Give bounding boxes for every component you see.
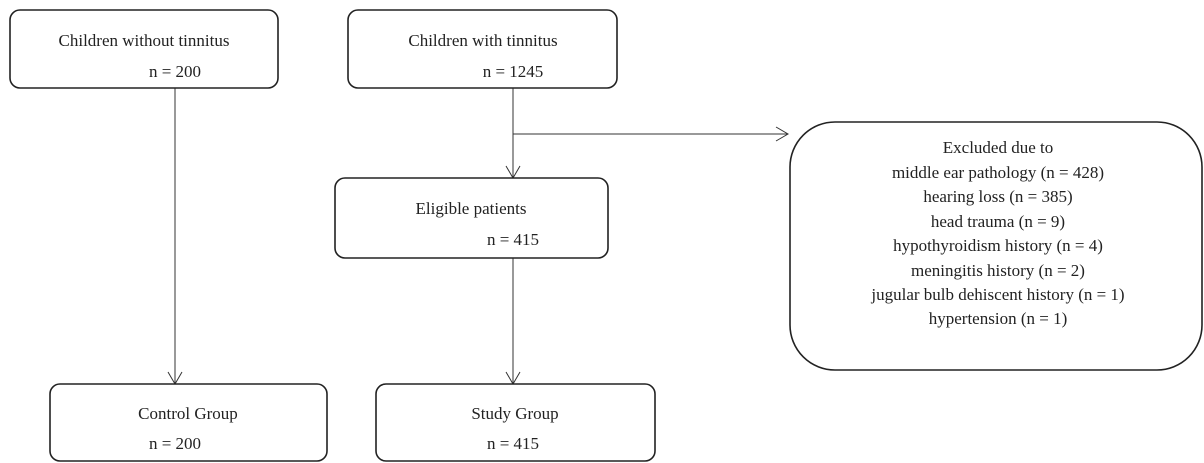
- node-count: n = 200: [149, 62, 201, 81]
- node-label: Children without tinnitus: [59, 31, 230, 50]
- node-label: Excluded due to: [943, 138, 1053, 157]
- exclusion-item: meningitis history (n = 2): [911, 261, 1085, 280]
- exclusion-item: hypertension (n = 1): [929, 309, 1067, 328]
- node-label: Control Group: [138, 404, 238, 423]
- node-count: n = 415: [487, 434, 539, 453]
- node-box: [375, 383, 656, 462]
- exclusion-item: hypothyroidism history (n = 4): [893, 236, 1103, 255]
- node-box: [789, 121, 1203, 371]
- node-count: n = 200: [149, 434, 201, 453]
- exclusion-item: middle ear pathology (n = 428): [892, 163, 1104, 182]
- node-box: [49, 383, 328, 462]
- exclusion-item: jugular bulb dehiscent history (n = 1): [870, 285, 1124, 304]
- node-box: [9, 9, 279, 89]
- node-box: [347, 9, 618, 89]
- node-count: n = 1245: [483, 62, 544, 81]
- node-box: [334, 177, 609, 259]
- node-label: Study Group: [471, 404, 558, 423]
- exclusion-item: hearing loss (n = 385): [923, 187, 1072, 206]
- node-label: Children with tinnitus: [408, 31, 557, 50]
- node-label: Eligible patients: [416, 199, 527, 218]
- arrowhead: [775, 126, 789, 142]
- node-count: n = 415: [487, 230, 539, 249]
- exclusion-item: head trauma (n = 9): [931, 212, 1065, 231]
